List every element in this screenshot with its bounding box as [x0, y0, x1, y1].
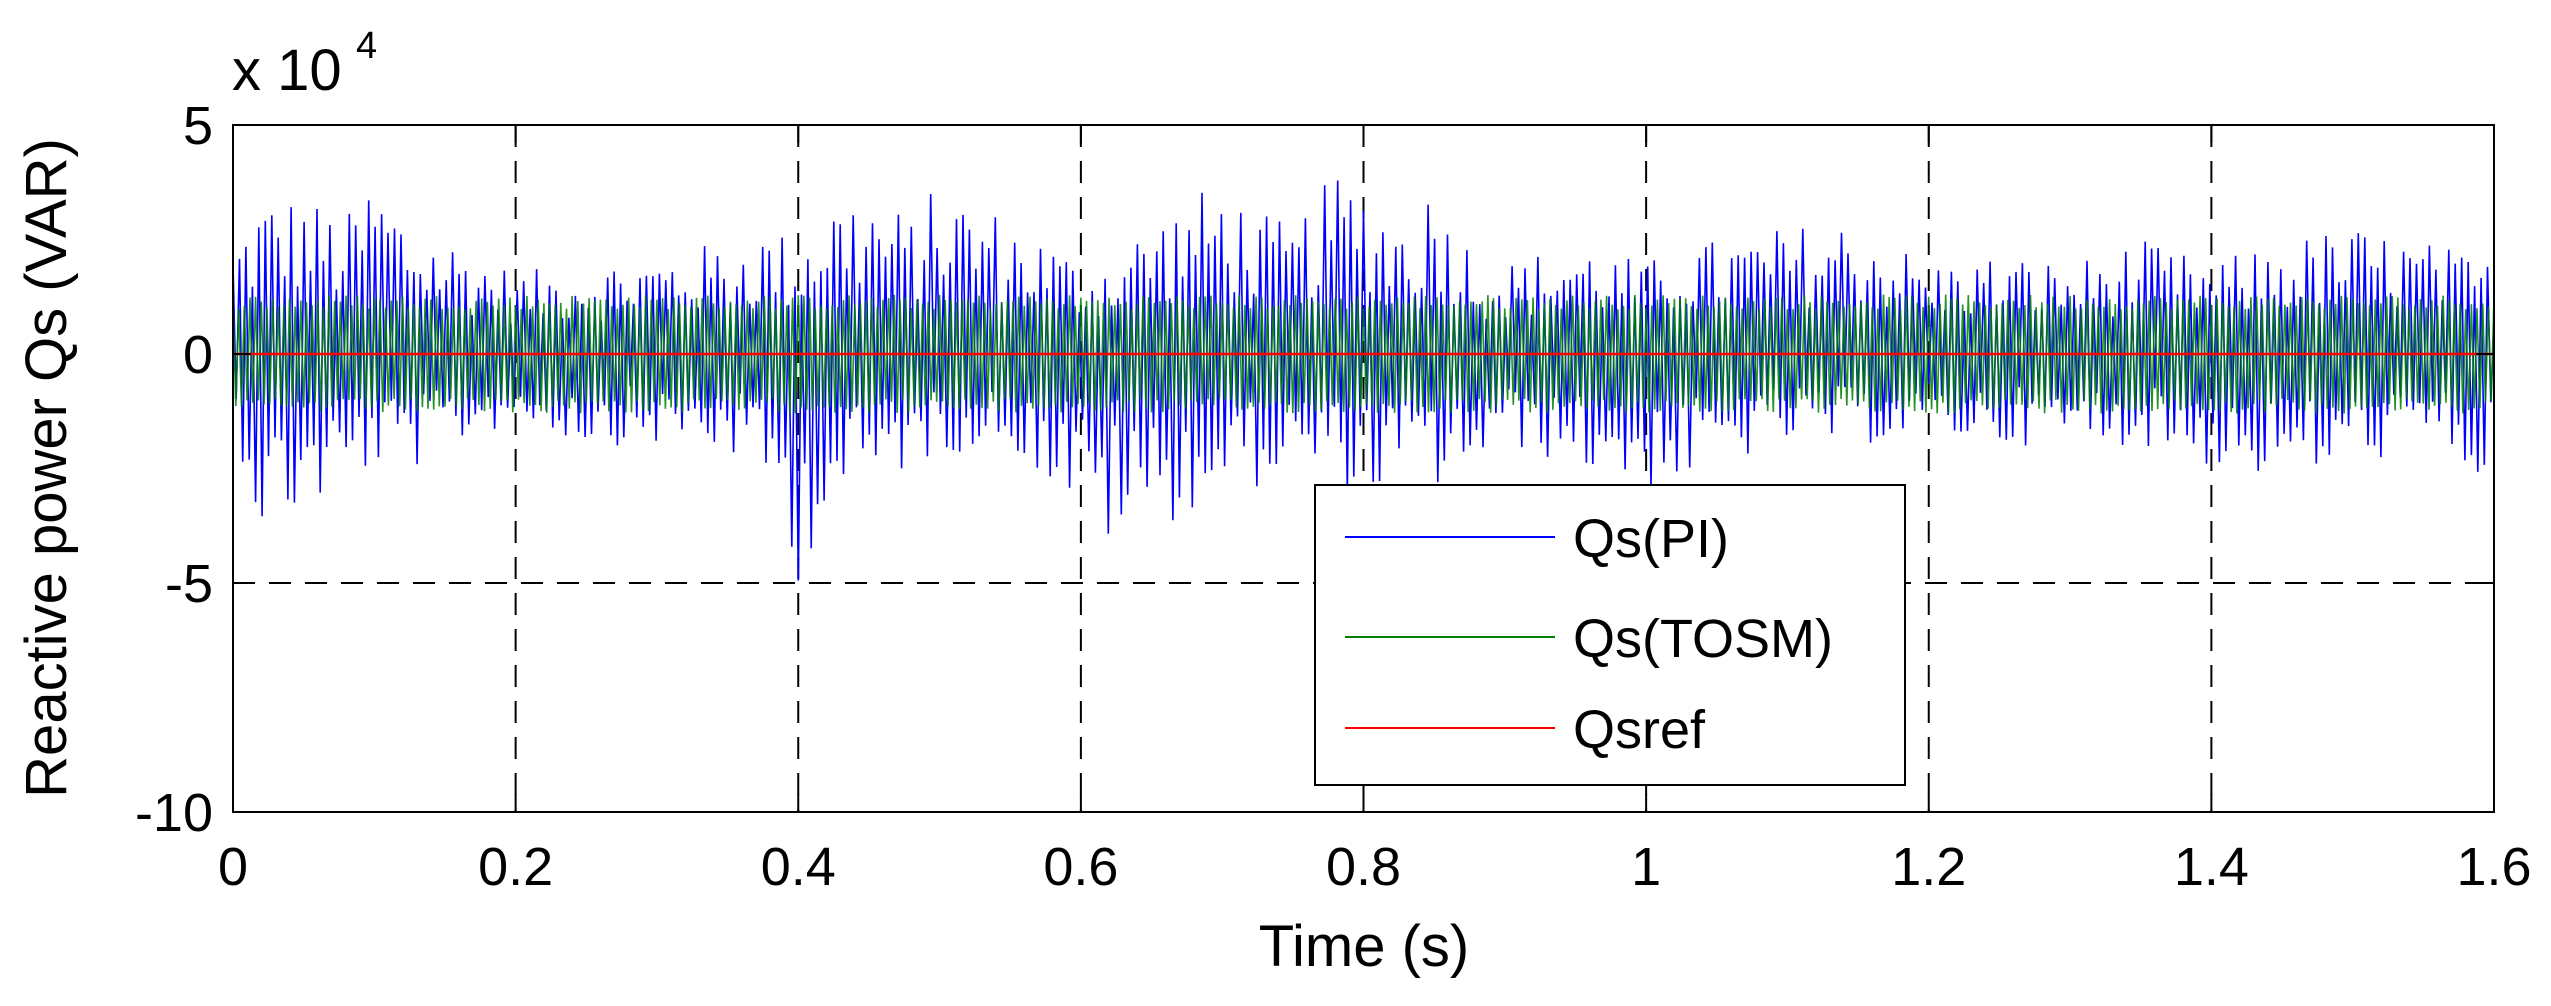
x-tick-label: 1.4 [2174, 837, 2249, 897]
x-tick-label: 0.2 [478, 837, 553, 897]
y-tick-label: -10 [135, 783, 213, 843]
legend-label-qsref: Qsref [1573, 700, 1706, 760]
legend-label-qs-tosm: Qs(TOSM) [1573, 609, 1833, 669]
x-tick-label: 0.4 [761, 837, 836, 897]
x-tick-label: 0.6 [1043, 837, 1118, 897]
y-tick-label: 0 [183, 325, 213, 385]
x-tick-label: 1.2 [1891, 837, 1966, 897]
x-tick-label: 1.6 [2456, 837, 2531, 897]
x-tick-label: 1 [1631, 837, 1661, 897]
y-tick-label: -5 [165, 554, 213, 614]
legend-label-qs-pi: Qs(PI) [1573, 509, 1729, 569]
series-qs-tosm-line [232, 294, 2495, 414]
tick-marks [232, 124, 2495, 813]
y-multiplier-label: x 10 [232, 38, 342, 103]
legend: Qs(PI) Qs(TOSM) Qsref [1314, 484, 1906, 786]
x-tick-label: 0 [218, 837, 248, 897]
legend-box [1314, 484, 1906, 786]
data-series [232, 180, 2495, 581]
y-tick-label: 5 [183, 96, 213, 156]
x-axis-label: Time (s) [1259, 914, 1469, 979]
y-axis-label: Reactive power Qs (VAR) [14, 138, 79, 798]
x-tick-label: 0.8 [1326, 837, 1401, 897]
y-multiplier-exponent: 4 [356, 25, 377, 67]
